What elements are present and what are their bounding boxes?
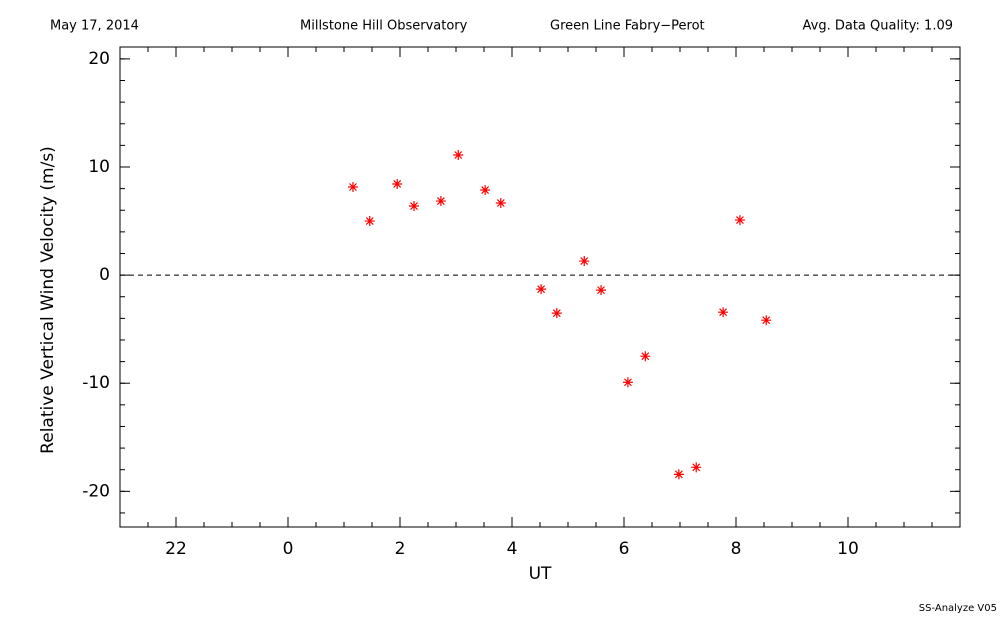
star-point — [495, 198, 506, 208]
x-tick-label: 0 — [283, 539, 294, 559]
x-tick-label: 2 — [395, 539, 406, 559]
x-tick-label: 4 — [507, 539, 518, 559]
y-tick-label: -20 — [82, 481, 110, 501]
plot-frame — [119, 46, 961, 528]
header-quality: Avg. Data Quality: 1.09 — [803, 19, 953, 34]
y-axis-label: Relative Vertical Wind Velocity (m/s) — [38, 146, 58, 454]
star-point — [579, 256, 590, 267]
x-tick-label: 8 — [731, 539, 742, 559]
x-tick-label: 6 — [619, 539, 630, 559]
y-tick-label: -10 — [82, 373, 110, 393]
star-point — [347, 182, 358, 192]
star-point — [640, 351, 651, 362]
star-point — [596, 285, 607, 296]
star-point — [734, 215, 745, 226]
star-point — [453, 150, 464, 160]
header-date: May 17, 2014 — [50, 19, 139, 34]
footer: SS-Analyze V05 — [919, 603, 997, 614]
star-point — [409, 201, 419, 212]
star-point — [691, 462, 702, 473]
star-point — [718, 307, 729, 318]
x-tick-label: 10 — [837, 539, 859, 559]
star-point — [480, 185, 491, 196]
y-tick-label: 20 — [88, 49, 110, 69]
star-point — [551, 308, 562, 319]
header-site: Millstone Hill Observatory — [300, 19, 468, 34]
y-tick-label: 0 — [99, 265, 110, 285]
x-axis-label: UT — [529, 564, 552, 584]
star-point — [673, 469, 684, 480]
star-point — [392, 178, 403, 189]
star-point — [761, 315, 772, 326]
header-instrument: Green Line Fabry−Perot — [550, 19, 705, 34]
star-point — [536, 284, 547, 295]
star-point — [364, 216, 375, 227]
y-tick-label: 10 — [88, 157, 110, 177]
star-point — [622, 377, 633, 388]
star-point — [435, 196, 446, 207]
x-tick-label: 22 — [165, 539, 187, 559]
